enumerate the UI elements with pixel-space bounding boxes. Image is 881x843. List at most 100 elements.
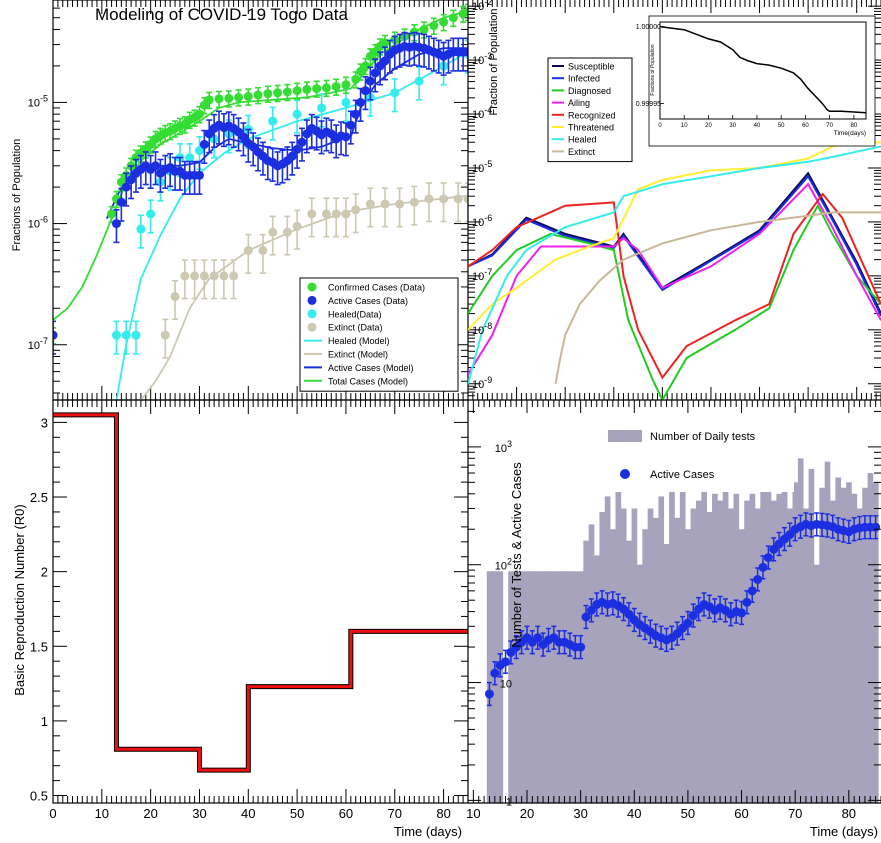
panel-a-chart: 10-7 10-6 10-5 Modeling of COVID-19 Togo D… (11, 0, 469, 401)
panel-d-y-tick-label: 1 (506, 796, 512, 808)
panel-a-axis-ticks (52, 0, 469, 400)
daily-test-bar (556, 571, 563, 803)
legend-label-healed-model: Healed (Model) (328, 336, 390, 346)
active-case-point (533, 633, 543, 643)
daily-test-bar (636, 564, 643, 803)
data-point-active-cases-data (351, 109, 361, 119)
panel-c-x-tick-label: 30 (192, 806, 206, 821)
data-point-active-cases-data (116, 197, 126, 207)
panel-d-active-cases (484, 512, 881, 707)
data-point-healed-data (341, 97, 351, 107)
daily-test-bar (760, 487, 766, 803)
data-point-extinct-data (331, 209, 341, 219)
legend-label-extinct-data: Extinct (Data) (328, 323, 383, 333)
daily-test-bar (545, 571, 552, 803)
daily-test-bar (615, 477, 622, 803)
panel-c-tick-labels: 0.511.522.530 10 20 30 40 50 60 70 80 (30, 415, 451, 821)
daily-test-bar (647, 508, 654, 803)
data-point-active-cases-data (199, 139, 209, 149)
daily-test-bar (792, 482, 799, 803)
panel-c-x-tick-label: 50 (290, 806, 304, 821)
data-point-confirmed-cases-data (224, 93, 234, 103)
daily-test-bar (508, 571, 514, 803)
data-point-confirmed-cases-data (234, 92, 244, 102)
data-point-healed-data (121, 330, 131, 340)
panel-d-y-tick-label: 102 (495, 557, 512, 573)
daily-test-bar (690, 508, 697, 803)
daily-test-bar (856, 508, 863, 803)
panel-c-x-tick-label: 10 (95, 806, 109, 821)
data-point-confirmed-cases-data (360, 61, 370, 71)
panel-c-x-axis-label: Time (days) (394, 824, 462, 839)
panel-c-x-tick-label: 60 (339, 806, 353, 821)
series-line-healed (468, 145, 881, 385)
data-point-extinct-data (209, 271, 219, 281)
data-point-extinct-data (321, 209, 331, 219)
panel-d-chart: 1 10 102 103 10 20 30 40 50 60 70 80 Number of Test… (466, 399, 881, 839)
daily-test-bar (567, 571, 573, 803)
active-case-point (763, 553, 773, 563)
panel-a-legend: Confirmed Cases (Data) Active Cases (Data… (299, 277, 459, 392)
data-point-confirmed-cases-data (204, 95, 214, 105)
active-case-point (683, 618, 693, 628)
inset-x-tick-label: 70 (826, 123, 833, 129)
legend-label-infected: Infected (568, 74, 600, 84)
data-point-healed-data (390, 88, 400, 98)
data-point-active-cases-data (121, 182, 131, 192)
data-point-confirmed-cases-data (419, 24, 429, 34)
panel-c-x-tick-label: 70 (388, 806, 402, 821)
data-point-extinct-data (229, 271, 239, 281)
data-point-extinct-data (365, 199, 375, 209)
daily-test-bar (642, 529, 648, 803)
legend-label-active-cases-model: Active Cases (Model) (328, 363, 414, 373)
active-case-point (737, 608, 747, 618)
data-point-extinct-data (439, 194, 449, 204)
data-point-active-cases-data (297, 137, 307, 147)
data-point-active-cases-data (126, 175, 136, 185)
data-point-confirmed-cases-data (463, 7, 468, 17)
data-point-active-cases-data (53, 330, 58, 340)
daily-test-bar (706, 512, 713, 803)
panel-a-legend-box (299, 277, 459, 392)
active-case-point (753, 574, 763, 584)
data-point-active-cases-data (360, 86, 370, 96)
legend-marker-active-cases (620, 469, 630, 479)
inset-x-tick-label: 40 (754, 123, 761, 129)
data-point-confirmed-cases-data (439, 17, 449, 27)
daily-test-bar (540, 571, 547, 803)
daily-test-bar (754, 508, 761, 803)
daily-test-bar (701, 487, 707, 803)
data-point-healed-data (111, 330, 121, 340)
daily-test-bar (765, 482, 772, 803)
legend-label-susceptible: Susceptible (568, 62, 615, 72)
data-point-healed-data (292, 109, 302, 119)
panel-d-x-tick-label: 80 (842, 806, 856, 821)
panel-d-y-tick-label: 10 (500, 679, 512, 691)
panel-d-x-tick-label: 30 (573, 806, 587, 821)
panel-a-y-axis-label: Fractions of Population (11, 139, 23, 252)
data-point-active-cases-data (238, 132, 248, 142)
panel-c-y-tick-label: 2.5 (30, 490, 48, 505)
inset-x-tick-label: 20 (705, 123, 712, 129)
data-point-extinct-data (380, 199, 390, 209)
inset-y-tick-label: 1.00000 (636, 24, 661, 31)
daily-test-bar (610, 529, 616, 803)
daily-test-bar (518, 571, 525, 803)
legend-label-threatened: Threatened (568, 123, 614, 133)
data-point-active-cases-data (356, 97, 366, 107)
data-point-confirmed-cases-data (341, 80, 351, 90)
chart-title: Modeling of COVID-19 Togo Data (95, 5, 348, 24)
daily-test-bar (572, 571, 579, 803)
series-line-threatened (468, 141, 881, 331)
data-point-extinct-data (219, 271, 229, 281)
daily-test-bar (840, 487, 847, 803)
panel-c-y-axis-label: Basic Reproduction Number (R0) (12, 504, 27, 695)
active-case-point (484, 689, 494, 699)
active-case-point (758, 562, 768, 572)
panel-c-y-tick-label: 2 (41, 565, 48, 580)
daily-test-bar (577, 571, 584, 803)
data-point-confirmed-cases-data (263, 89, 273, 99)
panel-d-x-tick-label: 60 (734, 806, 748, 821)
data-point-active-cases-data (287, 151, 297, 161)
